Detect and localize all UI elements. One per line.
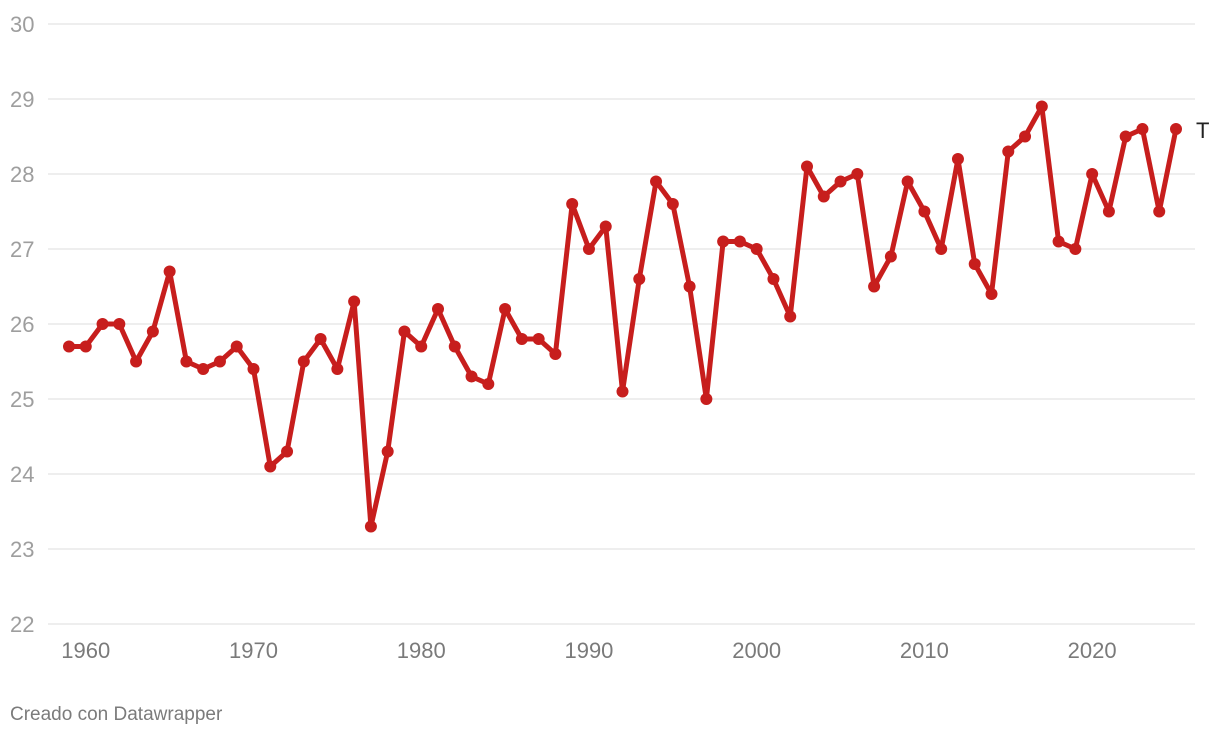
x-tick-label: 1960 bbox=[61, 638, 110, 663]
data-point bbox=[767, 273, 780, 285]
data-point bbox=[1002, 145, 1015, 158]
x-tick-label: 1970 bbox=[229, 638, 278, 663]
data-point bbox=[448, 340, 461, 353]
data-point bbox=[63, 340, 75, 353]
data-point bbox=[985, 288, 998, 300]
data-point bbox=[432, 303, 444, 315]
data-point bbox=[650, 175, 663, 188]
data-point bbox=[1035, 100, 1048, 113]
data-point bbox=[163, 265, 176, 278]
data-point bbox=[180, 355, 193, 368]
series-end-labels: T bbox=[1196, 118, 1209, 143]
x-tick-label: 2010 bbox=[900, 638, 949, 663]
data-point bbox=[750, 243, 763, 255]
series-end-label: T bbox=[1196, 118, 1209, 143]
y-axis-ticks: 22 23 24 25 26 27 28 29 30 bbox=[10, 12, 34, 637]
data-point bbox=[868, 280, 881, 293]
data-point bbox=[834, 175, 847, 188]
y-tick-label: 28 bbox=[10, 162, 34, 187]
series-points bbox=[63, 100, 1182, 533]
x-tick-label: 2000 bbox=[732, 638, 781, 663]
y-tick-label: 24 bbox=[10, 462, 34, 487]
data-point bbox=[1119, 130, 1132, 143]
data-point bbox=[851, 168, 864, 180]
data-point bbox=[1052, 235, 1065, 248]
data-point bbox=[666, 198, 679, 210]
data-point bbox=[717, 235, 730, 248]
data-point bbox=[247, 363, 260, 375]
data-point bbox=[398, 325, 411, 338]
gridlines bbox=[48, 23, 1195, 625]
data-point bbox=[968, 258, 981, 270]
x-tick-label: 1980 bbox=[397, 638, 446, 663]
x-tick-label: 2020 bbox=[1068, 638, 1117, 663]
data-point bbox=[884, 250, 897, 263]
x-axis-ticks: 1960 1970 1980 1990 2000 2010 2020 bbox=[61, 638, 1116, 663]
data-point bbox=[281, 445, 294, 458]
data-point bbox=[113, 318, 126, 330]
data-point bbox=[700, 393, 713, 405]
y-tick-label: 25 bbox=[10, 387, 34, 412]
data-point bbox=[415, 340, 428, 353]
data-point bbox=[146, 325, 159, 338]
data-point bbox=[1069, 243, 1082, 255]
data-point bbox=[364, 520, 377, 533]
data-point bbox=[1136, 123, 1149, 135]
data-point bbox=[733, 235, 746, 248]
data-point bbox=[918, 205, 931, 218]
data-point bbox=[331, 363, 344, 375]
y-tick-label: 26 bbox=[10, 312, 34, 337]
data-point bbox=[348, 295, 361, 308]
y-tick-label: 22 bbox=[10, 612, 34, 637]
data-point bbox=[482, 378, 495, 390]
data-point bbox=[499, 303, 512, 315]
data-point bbox=[1019, 130, 1032, 143]
series-line bbox=[66, 104, 1179, 529]
data-point bbox=[264, 460, 277, 473]
data-point bbox=[381, 445, 394, 458]
data-point bbox=[951, 153, 964, 165]
data-point bbox=[1170, 123, 1182, 135]
data-point bbox=[213, 355, 226, 368]
y-tick-label: 29 bbox=[10, 87, 34, 112]
data-point bbox=[314, 333, 327, 345]
y-tick-label: 30 bbox=[10, 12, 34, 37]
data-point bbox=[801, 160, 813, 173]
data-point bbox=[96, 318, 109, 330]
data-point bbox=[582, 243, 595, 255]
data-point bbox=[817, 190, 830, 203]
data-point bbox=[633, 273, 646, 285]
data-point bbox=[79, 340, 92, 353]
data-point bbox=[1153, 205, 1166, 218]
y-tick-label: 27 bbox=[10, 237, 34, 262]
data-point bbox=[197, 363, 210, 375]
x-tick-label: 1990 bbox=[564, 638, 613, 663]
data-point bbox=[566, 198, 579, 210]
data-point bbox=[616, 385, 629, 398]
data-point bbox=[515, 333, 528, 345]
data-point bbox=[1102, 205, 1115, 218]
data-point bbox=[465, 370, 478, 383]
data-point bbox=[935, 243, 948, 255]
series-line-path bbox=[66, 104, 1179, 529]
data-point bbox=[549, 348, 562, 360]
data-point bbox=[532, 333, 545, 345]
data-point bbox=[683, 280, 696, 293]
data-point bbox=[901, 175, 914, 188]
y-tick-label: 23 bbox=[10, 537, 34, 562]
data-point bbox=[784, 310, 797, 323]
data-point bbox=[230, 340, 243, 353]
data-point bbox=[1086, 168, 1099, 180]
data-point bbox=[297, 355, 310, 368]
datawrapper-credit: Creado con Datawrapper bbox=[10, 704, 223, 725]
data-point bbox=[130, 355, 143, 368]
line-chart: 22 23 24 25 26 27 28 29 30 1960 1970 1980 1990 2000 2… bbox=[10, 12, 1209, 663]
data-point bbox=[599, 220, 612, 233]
